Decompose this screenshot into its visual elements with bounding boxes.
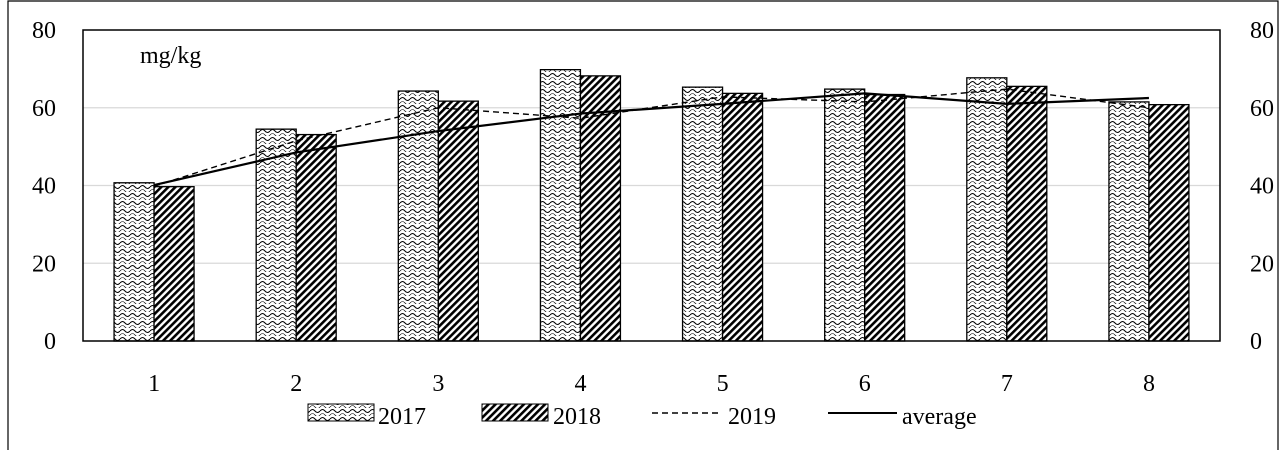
y-tick-label: 40 xyxy=(32,174,56,200)
x-tick-label: 3 xyxy=(432,371,444,397)
bar-2017 xyxy=(824,88,866,342)
series-lines xyxy=(153,88,1150,187)
legend-label-average: average xyxy=(902,404,977,430)
x-tick-label: 7 xyxy=(1001,371,1013,397)
bar-2017 xyxy=(681,86,724,342)
legend-swatch-2017 xyxy=(307,403,375,422)
chart-frame xyxy=(7,0,1279,450)
bar-2018 xyxy=(437,100,479,342)
bar-2017 xyxy=(1108,101,1150,342)
y-tick-label: 20 xyxy=(32,251,56,277)
axes: 0 20 40 60 80 0 20 40 60 80 1 2 3 4 5 6 7 8 xyxy=(7,0,1279,450)
bar-2017 xyxy=(255,128,297,342)
bar-2018 xyxy=(1006,85,1048,342)
bar-2018 xyxy=(1148,103,1190,342)
line-series-2019 xyxy=(153,88,1150,187)
bars xyxy=(113,69,1190,342)
y-tick-label: 0 xyxy=(44,329,56,355)
bar-2018 xyxy=(864,93,906,342)
legend-label-2017: 2017 xyxy=(378,404,426,430)
y2-tick-label: 20 xyxy=(1250,251,1274,277)
x-tick-label: 4 xyxy=(574,371,586,397)
plot-area-border xyxy=(82,29,1221,342)
x-tick-label: 6 xyxy=(859,371,871,397)
x-tick-label: 2 xyxy=(290,371,302,397)
bar-2017 xyxy=(539,69,582,342)
x-tick-label: 1 xyxy=(148,371,160,397)
y-tick-label: 60 xyxy=(32,96,56,122)
legend-label-2019: 2019 xyxy=(728,404,776,430)
bar-2017 xyxy=(113,182,155,342)
x-tick-label: 8 xyxy=(1143,371,1155,397)
unit-label: mg/kg xyxy=(140,43,201,69)
bar-2018 xyxy=(721,92,764,342)
y-tick-label: 80 xyxy=(32,18,56,44)
legend-swatch-2018 xyxy=(481,403,549,422)
y2-tick-label: 80 xyxy=(1250,18,1274,44)
bar-2017 xyxy=(397,90,439,342)
bar-2018 xyxy=(153,186,195,342)
bar-2018 xyxy=(579,75,622,342)
gridlines xyxy=(83,107,1220,264)
line-series-average xyxy=(153,92,1149,187)
legend-label-2018: 2018 xyxy=(553,404,601,430)
y2-tick-label: 40 xyxy=(1250,174,1274,200)
y2-tick-label: 60 xyxy=(1250,96,1274,122)
legend: 2017 2018 2019 average xyxy=(307,403,977,430)
bar-2017 xyxy=(966,77,1008,342)
y2-tick-label: 0 xyxy=(1250,329,1262,355)
x-tick-label: 5 xyxy=(717,371,729,397)
bar-2018 xyxy=(295,133,337,342)
